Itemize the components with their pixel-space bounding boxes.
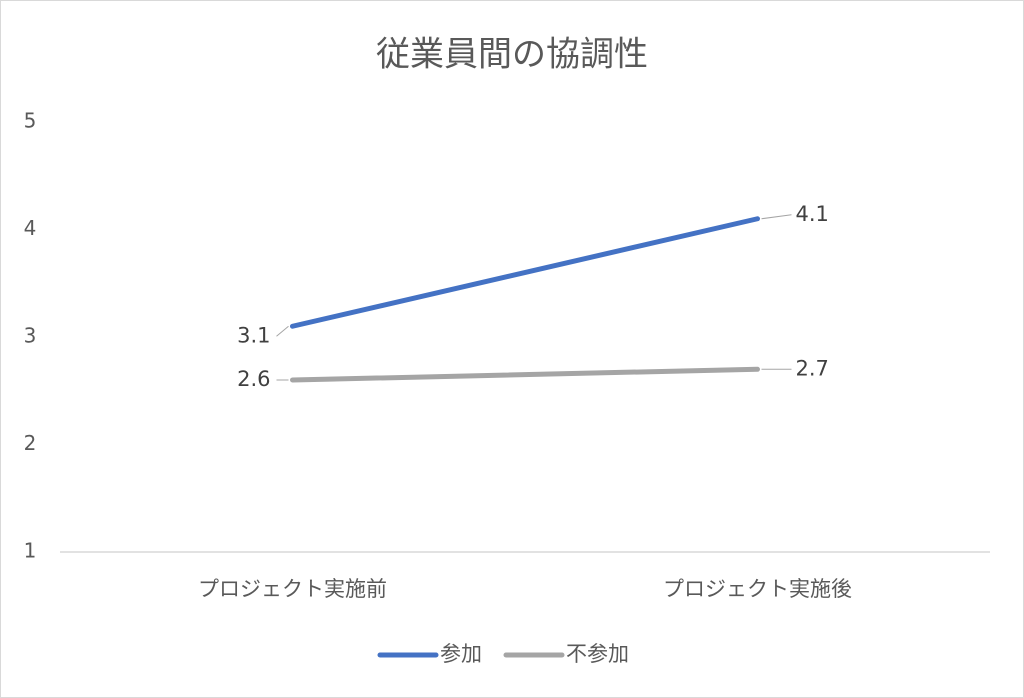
data-label: 3.1 (237, 323, 270, 347)
legend-label: 参加 (440, 642, 482, 666)
chart-title: 従業員間の協調性 (376, 35, 648, 75)
y-tick-label: 5 (24, 109, 37, 133)
x-tick-label: プロジェクト実施前 (198, 577, 387, 601)
leader-line (761, 214, 792, 220)
legend-label: 不参加 (566, 642, 629, 666)
y-tick-label: 2 (24, 431, 37, 455)
data-label: 2.7 (796, 356, 829, 380)
y-tick-label: 3 (24, 324, 37, 348)
data-label: 4.1 (796, 202, 829, 226)
leader-line (276, 325, 289, 337)
data-label: 2.6 (237, 367, 270, 391)
y-tick-label: 4 (24, 216, 37, 240)
y-tick-label: 1 (24, 539, 37, 563)
series-line (290, 216, 760, 329)
x-tick-label: プロジェクト実施後 (663, 577, 852, 601)
series-line (290, 366, 760, 383)
